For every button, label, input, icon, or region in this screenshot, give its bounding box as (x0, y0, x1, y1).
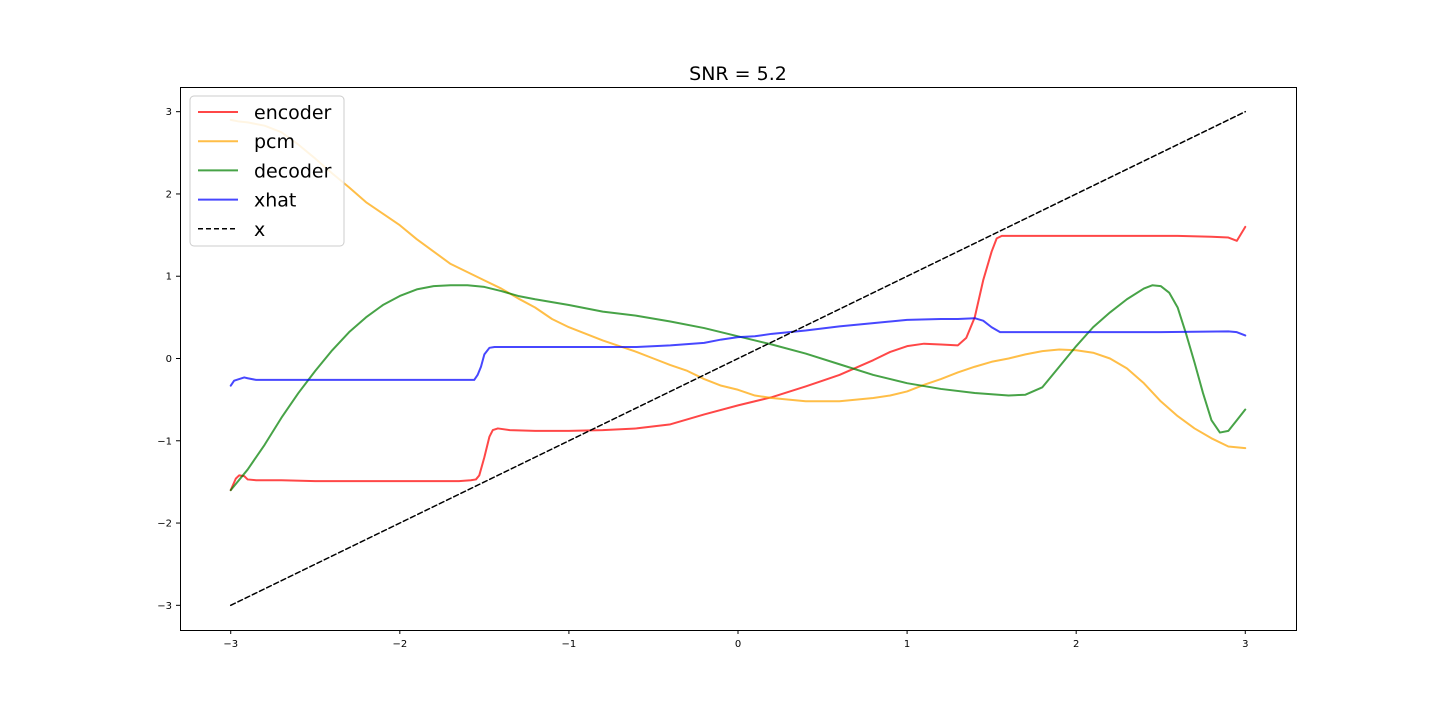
x-tick-label: −2 (392, 639, 407, 650)
y-tick-label: −3 (157, 601, 172, 612)
legend-box (189, 95, 345, 247)
series-line-pcm (229, 118, 1247, 450)
x-tick-label: −1 (562, 639, 577, 650)
x-tick-label: −3 (223, 639, 238, 650)
chart-title: SNR = 5.2 (689, 63, 787, 85)
y-tick-label: 0 (166, 354, 172, 365)
legend: encoder pcm decoder xhat x (189, 95, 345, 247)
y-axis: −3 −2 −1 0 1 2 3 (157, 107, 180, 612)
legend-label-xhat: xhat (254, 190, 296, 212)
x-axis: −3 −2 −1 0 1 2 3 (223, 630, 1248, 650)
x-tick-label: 3 (1242, 639, 1248, 650)
x-tick-label: 0 (735, 639, 741, 650)
legend-label-decoder: decoder (254, 160, 332, 182)
y-tick-label: −2 (157, 519, 172, 530)
legend-label-encoder: encoder (254, 102, 332, 124)
y-tick-label: 3 (166, 107, 172, 118)
series-line-encoder (229, 225, 1247, 492)
x-tick-label: 2 (1073, 639, 1079, 650)
series-line-x (229, 110, 1247, 607)
y-tick-label: −1 (157, 436, 172, 447)
series-line-decoder (229, 284, 1247, 492)
legend-label-x: x (254, 219, 265, 241)
y-tick-label: 2 (166, 189, 172, 200)
y-tick-label: 1 (166, 272, 172, 283)
legend-label-pcm: pcm (254, 131, 295, 153)
series-line-xhat (229, 317, 1247, 387)
x-tick-label: 1 (904, 639, 910, 650)
